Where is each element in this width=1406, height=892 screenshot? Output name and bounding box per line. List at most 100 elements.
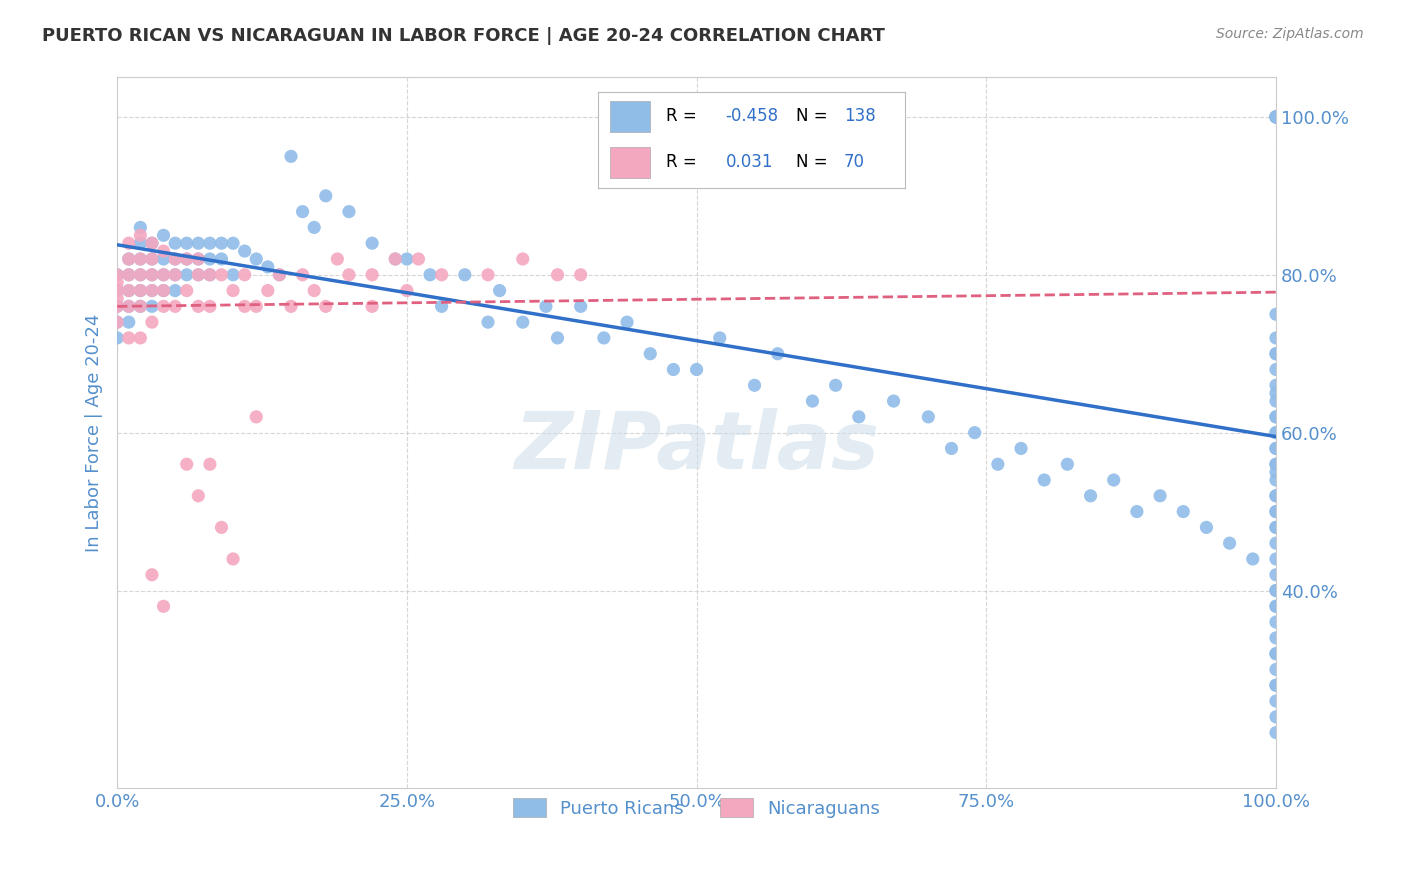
Point (1265, 663, 1288, 677)
Point (152, 284, 174, 298)
Point (256, 284, 278, 298)
Legend: Puerto Ricans, Nicaraguans: Puerto Ricans, Nicaraguans (506, 791, 887, 825)
Point (1265, 347, 1288, 361)
Point (592, 331, 614, 345)
Point (408, 252, 430, 266)
Point (129, 284, 152, 298)
Point (129, 299, 152, 313)
Point (1265, 520, 1288, 534)
Point (165, 252, 187, 266)
Point (141, 268, 163, 282)
Point (709, 331, 731, 345)
Point (1033, 473, 1056, 487)
Point (1265, 631, 1288, 645)
Point (1265, 725, 1288, 739)
Point (1265, 647, 1288, 661)
Point (118, 299, 141, 313)
Point (165, 284, 187, 298)
Point (129, 284, 152, 298)
Point (616, 315, 638, 329)
Point (187, 252, 209, 266)
Point (152, 268, 174, 282)
Point (361, 268, 384, 282)
Point (1265, 307, 1288, 321)
Point (152, 599, 174, 614)
Point (1265, 599, 1288, 614)
Point (118, 299, 141, 313)
Point (141, 299, 163, 313)
Point (198, 268, 221, 282)
Point (269, 268, 291, 282)
Point (430, 299, 453, 313)
Point (1265, 465, 1288, 479)
Point (1265, 678, 1288, 692)
Point (512, 252, 534, 266)
Point (1265, 583, 1288, 598)
Point (176, 252, 198, 266)
Point (1265, 409, 1288, 424)
Point (141, 236, 163, 251)
Point (638, 347, 661, 361)
Point (1265, 489, 1288, 503)
Point (222, 236, 245, 251)
Point (152, 228, 174, 243)
Point (1265, 583, 1288, 598)
Point (569, 299, 592, 313)
Point (384, 252, 406, 266)
Point (477, 315, 499, 329)
Point (1265, 110, 1288, 124)
Point (1241, 552, 1264, 566)
Point (129, 228, 152, 243)
Point (118, 236, 141, 251)
Point (1265, 505, 1288, 519)
Point (1265, 331, 1288, 345)
Point (1265, 489, 1288, 503)
Point (488, 284, 510, 298)
Text: Source: ZipAtlas.com: Source: ZipAtlas.com (1216, 27, 1364, 41)
Point (152, 252, 174, 266)
Point (1010, 442, 1032, 456)
Point (187, 268, 209, 282)
Point (963, 425, 986, 440)
Point (1265, 394, 1288, 409)
Point (1265, 457, 1288, 471)
Point (211, 520, 233, 534)
Point (1265, 110, 1288, 124)
Point (198, 236, 221, 251)
Point (1265, 110, 1288, 124)
Point (176, 457, 198, 471)
Point (361, 236, 384, 251)
Point (198, 457, 221, 471)
Point (685, 362, 707, 376)
Point (105, 284, 128, 298)
Point (129, 252, 152, 266)
Point (222, 552, 245, 566)
Point (256, 260, 278, 274)
Point (512, 315, 534, 329)
Point (291, 204, 314, 219)
Point (118, 268, 141, 282)
Text: PUERTO RICAN VS NICARAGUAN IN LABOR FORCE | AGE 20-24 CORRELATION CHART: PUERTO RICAN VS NICARAGUAN IN LABOR FORC… (42, 27, 884, 45)
Point (547, 268, 569, 282)
Point (141, 252, 163, 266)
Point (187, 268, 209, 282)
Point (105, 331, 128, 345)
Point (129, 331, 152, 345)
Point (326, 252, 349, 266)
Point (129, 268, 152, 282)
Point (1265, 520, 1288, 534)
Point (118, 268, 141, 282)
Point (1265, 442, 1288, 456)
Point (105, 276, 128, 290)
Point (165, 252, 187, 266)
Point (1195, 520, 1218, 534)
Point (118, 315, 141, 329)
Point (141, 567, 163, 582)
Point (662, 362, 685, 376)
Point (337, 268, 360, 282)
Point (118, 331, 141, 345)
Point (105, 315, 128, 329)
Point (1265, 386, 1288, 401)
Point (211, 236, 233, 251)
Point (1265, 110, 1288, 124)
